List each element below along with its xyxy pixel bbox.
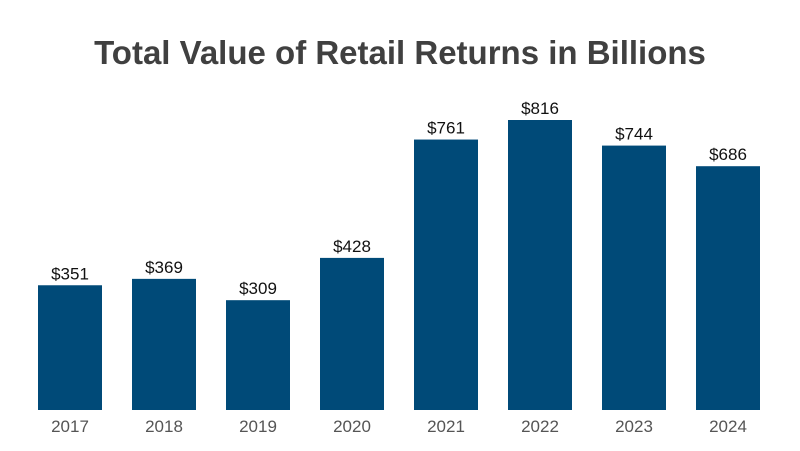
chart-title: Total Value of Retail Returns in Billion… — [94, 34, 706, 71]
bar-2022 — [508, 120, 572, 410]
x-tick-label: 2021 — [427, 417, 465, 436]
bar-2024 — [696, 166, 760, 410]
bar-2020 — [320, 257, 384, 410]
x-tick-label: 2018 — [145, 417, 183, 436]
bar-2021 — [414, 139, 478, 410]
x-tick-label: 2020 — [333, 417, 371, 436]
x-tick-label: 2017 — [51, 417, 89, 436]
bar-2017 — [38, 285, 102, 410]
data-label: $686 — [709, 145, 747, 164]
data-label: $761 — [427, 119, 465, 138]
data-label: $369 — [145, 258, 183, 277]
data-label: $309 — [239, 279, 277, 298]
bar-2018 — [132, 278, 196, 410]
data-label: $428 — [333, 237, 371, 256]
bar-2019 — [226, 300, 290, 410]
data-label: $744 — [615, 125, 653, 144]
data-label: $816 — [521, 99, 559, 118]
x-tick-label: 2019 — [239, 417, 277, 436]
x-tick-label: 2023 — [615, 417, 653, 436]
x-tick-label: 2024 — [709, 417, 747, 436]
bar-2023 — [602, 145, 666, 410]
x-tick-label: 2022 — [521, 417, 559, 436]
data-label: $351 — [51, 264, 89, 283]
